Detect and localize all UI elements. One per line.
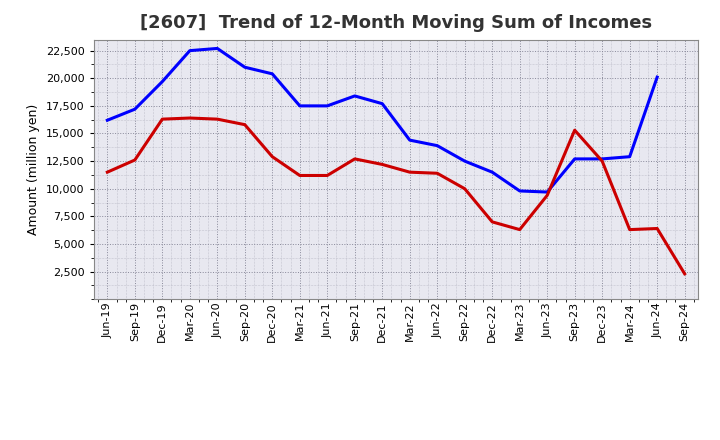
- Net Income: [405, 169, 414, 175]
- Ordinary Income: [543, 189, 552, 194]
- Net Income: [460, 186, 469, 191]
- Ordinary Income: [626, 154, 634, 159]
- Ordinary Income: [240, 65, 249, 70]
- Net Income: [516, 227, 524, 232]
- Net Income: [433, 171, 441, 176]
- Ordinary Income: [405, 137, 414, 143]
- Ordinary Income: [158, 79, 166, 84]
- Net Income: [268, 154, 276, 159]
- Net Income: [186, 115, 194, 121]
- Ordinary Income: [433, 143, 441, 148]
- Net Income: [570, 128, 579, 133]
- Ordinary Income: [598, 156, 606, 161]
- Net Income: [543, 193, 552, 198]
- Ordinary Income: [295, 103, 304, 109]
- Net Income: [488, 219, 497, 224]
- Y-axis label: Amount (million yen): Amount (million yen): [27, 104, 40, 235]
- Ordinary Income: [186, 48, 194, 53]
- Net Income: [351, 156, 359, 161]
- Net Income: [323, 173, 332, 178]
- Ordinary Income: [351, 93, 359, 99]
- Line: Ordinary Income: Ordinary Income: [107, 48, 657, 192]
- Net Income: [598, 158, 606, 164]
- Ordinary Income: [323, 103, 332, 109]
- Net Income: [378, 162, 387, 167]
- Line: Net Income: Net Income: [107, 118, 685, 274]
- Ordinary Income: [378, 101, 387, 106]
- Ordinary Income: [570, 156, 579, 161]
- Net Income: [680, 271, 689, 276]
- Net Income: [626, 227, 634, 232]
- Ordinary Income: [103, 117, 112, 123]
- Net Income: [103, 169, 112, 175]
- Ordinary Income: [213, 46, 222, 51]
- Ordinary Income: [460, 158, 469, 164]
- Title: [2607]  Trend of 12-Month Moving Sum of Incomes: [2607] Trend of 12-Month Moving Sum of I…: [140, 15, 652, 33]
- Ordinary Income: [516, 188, 524, 194]
- Net Income: [158, 117, 166, 122]
- Ordinary Income: [268, 71, 276, 77]
- Net Income: [295, 173, 304, 178]
- Net Income: [130, 158, 139, 163]
- Net Income: [653, 226, 662, 231]
- Net Income: [240, 122, 249, 127]
- Ordinary Income: [488, 169, 497, 175]
- Ordinary Income: [653, 74, 662, 80]
- Net Income: [213, 117, 222, 122]
- Ordinary Income: [130, 106, 139, 112]
